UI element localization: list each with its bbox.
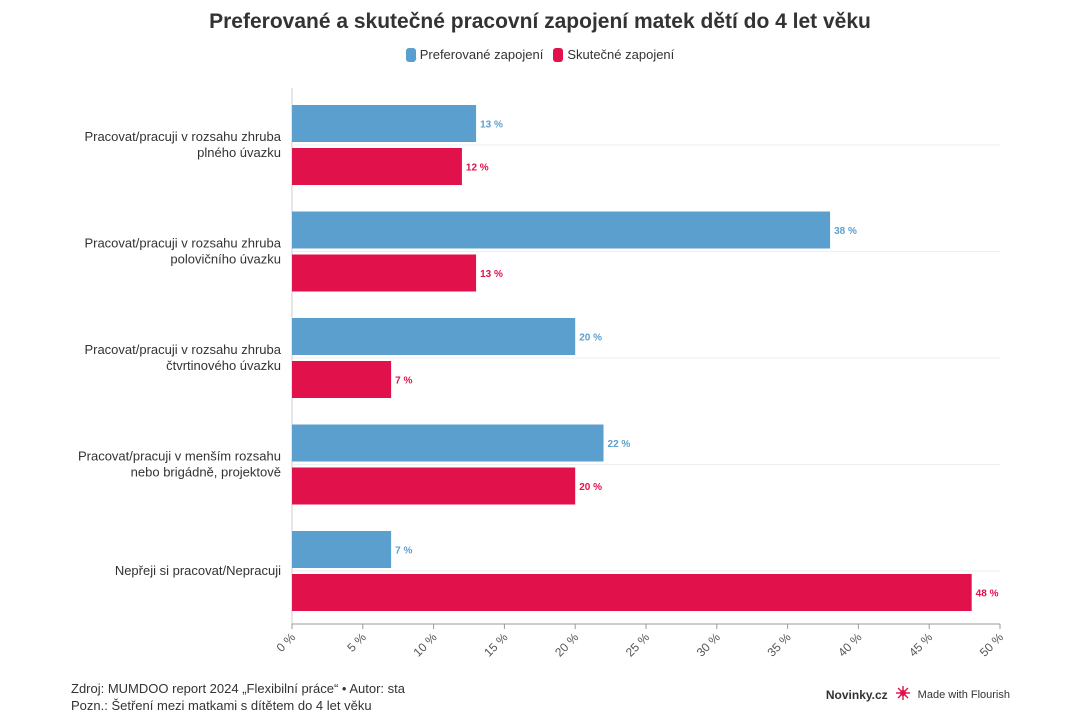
bar-actual[interactable] xyxy=(292,148,462,185)
data-label: 22 % xyxy=(608,439,631,450)
category-label: Pracovat/pracuji v rozsahu zhruba xyxy=(84,129,281,144)
bar-preferred[interactable] xyxy=(292,318,576,355)
data-label: 12 % xyxy=(466,163,489,174)
x-tick-label: 45 % xyxy=(906,630,935,659)
data-label: 7 % xyxy=(395,376,412,387)
x-tick-label: 15 % xyxy=(481,630,510,659)
x-tick-label: 25 % xyxy=(623,630,652,659)
legend: Preferované zapojení Skutečné zapojení xyxy=(0,47,1080,62)
category-label: polovičního úvazku xyxy=(170,252,281,267)
x-tick-label: 5 % xyxy=(344,630,369,655)
bar-actual[interactable] xyxy=(292,574,972,611)
data-label: 48 % xyxy=(976,589,999,600)
bar-preferred[interactable] xyxy=(292,531,392,568)
x-tick-label: 35 % xyxy=(764,630,793,659)
bar-actual[interactable] xyxy=(292,361,392,398)
chart-title: Preferované a skutečné pracovní zapojení… xyxy=(209,10,871,33)
data-label: 20 % xyxy=(579,482,602,493)
x-tick-label: 0 % xyxy=(274,630,299,655)
data-label: 38 % xyxy=(834,226,857,237)
data-label: 20 % xyxy=(579,333,602,344)
legend-label-preferred: Preferované zapojení xyxy=(419,47,544,62)
bar-actual[interactable] xyxy=(292,467,576,505)
source-note: Zdroj: MUMDOO report 2024 „Flexibilní pr… xyxy=(71,681,405,696)
flourish-star-icon xyxy=(895,686,910,703)
category-label: Pracovat/pracuji v rozsahu zhruba xyxy=(84,342,281,357)
category-label: Pracovat/pracuji v menším rozsahu xyxy=(78,449,281,464)
category-label: plného úvazku xyxy=(197,145,281,160)
legend-label-actual: Skutečné zapojení xyxy=(567,47,675,62)
data-label: 7 % xyxy=(395,546,412,557)
category-label: Nepřeji si pracovat/Nepracuji xyxy=(115,563,281,578)
x-tick-label: 40 % xyxy=(835,630,864,659)
x-tick-label: 50 % xyxy=(977,630,1006,659)
bar-preferred[interactable] xyxy=(292,211,831,249)
survey-note: Pozn.: Šetření mezi matkami s dítětem do… xyxy=(71,698,372,713)
bar-actual[interactable] xyxy=(292,254,477,292)
x-tick-label: 20 % xyxy=(552,630,581,659)
flourish-label[interactable]: Made with Flourish xyxy=(917,688,1010,701)
bar-preferred[interactable] xyxy=(292,105,477,142)
legend-item-preferred[interactable]: Preferované zapojení xyxy=(405,47,544,62)
category-label: Pracovat/pracuji v rozsahu zhruba xyxy=(84,236,281,251)
legend-item-actual[interactable]: Skutečné zapojení xyxy=(553,47,674,62)
legend-swatch-preferred xyxy=(405,47,416,62)
bar-preferred[interactable] xyxy=(292,424,604,462)
x-tick-label: 10 % xyxy=(410,630,439,659)
brand-name[interactable]: Novinky.cz xyxy=(825,687,888,702)
category-label: čtvrtinového úvazku xyxy=(166,358,281,373)
data-label: 13 % xyxy=(480,269,503,280)
data-label: 13 % xyxy=(480,120,503,131)
category-label: nebo brigádně, projektově xyxy=(131,465,281,480)
x-tick-label: 30 % xyxy=(694,630,723,659)
footer: Zdroj: MUMDOO report 2024 „Flexibilní pr… xyxy=(71,680,405,714)
branding: Novinky.cz Made with Flourish xyxy=(826,686,1010,703)
legend-swatch-actual xyxy=(553,47,564,62)
